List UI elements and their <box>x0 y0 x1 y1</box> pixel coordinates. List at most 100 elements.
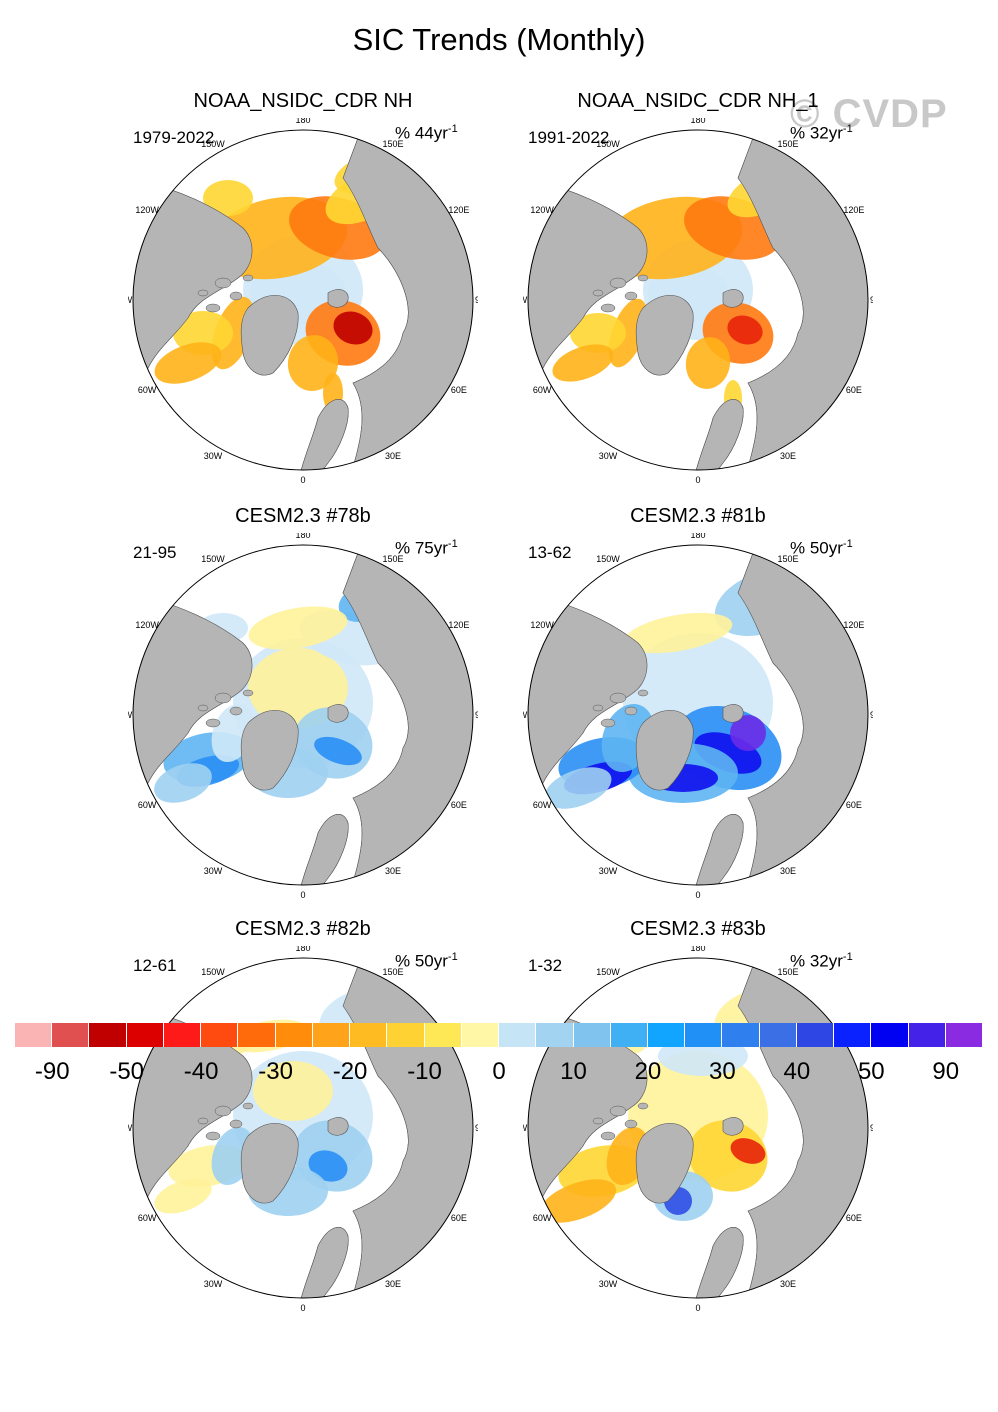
longitude-label: 150W <box>201 139 225 149</box>
island <box>600 718 616 728</box>
longitude-label: 90W <box>128 710 133 720</box>
labrador-sea <box>552 344 614 382</box>
panel-units: % 50yr-1 <box>395 951 458 971</box>
panel-period: 13-62 <box>528 543 572 562</box>
colorbar-swatch <box>499 1023 537 1047</box>
longitude-label: 30W <box>204 1279 223 1289</box>
colorbar-swatch <box>424 1023 462 1047</box>
island <box>197 1117 209 1125</box>
colorbar-tick-label: -50 <box>109 1058 145 1085</box>
colorbar-swatch <box>647 1023 686 1047</box>
landmass <box>240 1122 299 1204</box>
landmass <box>327 1117 349 1136</box>
colorbar-swatch <box>89 1023 127 1047</box>
longitude-label: 0 <box>300 1303 305 1311</box>
landmass <box>722 1117 744 1136</box>
landmass <box>297 399 349 470</box>
colorbar-swatch <box>573 1023 611 1047</box>
longitude-label: 150E <box>382 554 403 564</box>
longitude-label: 90E <box>475 1123 478 1133</box>
colorbar-swatch <box>52 1023 90 1047</box>
colorbar-swatch <box>312 1023 351 1047</box>
longitude-label: 180 <box>295 118 310 125</box>
colorbar-swatch <box>238 1023 276 1047</box>
longitude-label: 0 <box>695 475 700 483</box>
barents-core <box>333 311 373 345</box>
island <box>624 1119 638 1129</box>
panel-units: % 75yr-1 <box>395 538 458 558</box>
longitude-label: 120E <box>448 205 469 215</box>
figure-title: SIC Trends (Monthly) <box>352 22 646 57</box>
colorbar-tick-label: -90 <box>34 1058 70 1085</box>
map-panel: CESM2.3 #83b 1-32 % 32yr-1 180150E120E90… <box>523 918 948 1318</box>
island <box>229 291 243 301</box>
colorbar-tick-label: -40 <box>183 1058 219 1085</box>
colorbar-swatch <box>275 1023 313 1047</box>
island <box>609 277 627 289</box>
island <box>229 1119 243 1129</box>
island <box>592 289 604 297</box>
longitude-label: 30E <box>780 866 796 876</box>
labrador-sea <box>154 1178 212 1214</box>
longitude-label: 30W <box>599 866 618 876</box>
panel-units: % 50yr-1 <box>790 538 853 558</box>
panel-title: NOAA_NSIDC_CDR NH_1 <box>577 90 819 112</box>
landmass <box>297 1227 349 1298</box>
longitude-label: 120E <box>843 620 864 630</box>
panel-title: CESM2.3 #81b <box>630 505 766 527</box>
longitude-label: 60E <box>451 1213 467 1223</box>
longitude-label: 60E <box>846 800 862 810</box>
island <box>229 706 243 716</box>
map-boundary <box>132 129 474 471</box>
barents-core <box>727 315 763 345</box>
longitude-label: 150W <box>596 139 620 149</box>
longitude-label: 0 <box>300 890 305 898</box>
labrador-sea <box>154 763 212 803</box>
colorbar-swatch <box>871 1023 909 1047</box>
island <box>214 1105 232 1117</box>
longitude-label: 60W <box>138 385 157 395</box>
greenland-sea <box>685 337 731 389</box>
colorbar-swatch <box>387 1023 425 1047</box>
cvdp-watermark: © CVDP <box>790 92 948 136</box>
longitude-label: 90E <box>475 295 478 305</box>
landmass <box>722 289 744 308</box>
map-body <box>528 545 868 885</box>
map-boundary <box>132 544 474 886</box>
laptev-sea <box>623 612 733 654</box>
colorbar-tick-label: 40 <box>783 1058 811 1085</box>
longitude-label: 180 <box>295 946 310 953</box>
island <box>609 692 627 704</box>
map-boundary <box>527 544 869 886</box>
longitude-label: 60W <box>533 385 552 395</box>
colorbar-swatch <box>759 1023 797 1047</box>
landmass <box>692 814 744 885</box>
longitude-label: 30W <box>204 866 223 876</box>
polar-map: 180150E120E90E60E30E030W60W90W120W150W <box>523 946 873 1311</box>
map-body <box>133 130 473 470</box>
landmass <box>240 709 299 791</box>
longitude-label: 150E <box>777 139 798 149</box>
longitude-label: 150E <box>382 967 403 977</box>
colorbar-swatch <box>945 1023 984 1047</box>
landmass <box>528 592 648 794</box>
longitude-label: 90E <box>870 295 873 305</box>
longitude-label: 150E <box>777 554 798 564</box>
longitude-label: 120E <box>448 620 469 630</box>
landmass <box>133 177 253 379</box>
landmass <box>635 294 694 376</box>
landmass <box>240 294 299 376</box>
longitude-label: 60W <box>138 800 157 810</box>
panel-title: CESM2.3 #78b <box>235 505 371 527</box>
colorbar-swatch <box>722 1023 760 1047</box>
island <box>205 303 221 313</box>
colorbar-swatch <box>201 1023 239 1047</box>
longitude-label: 30W <box>599 1279 618 1289</box>
longitude-label: 150E <box>382 139 403 149</box>
colorbar <box>15 1023 984 1047</box>
colorbar-swatch <box>461 1023 500 1047</box>
panel-title: NOAA_NSIDC_CDR NH <box>193 90 413 112</box>
landmass <box>692 1227 744 1298</box>
longitude-label: 120W <box>530 620 554 630</box>
landmass <box>635 1122 694 1204</box>
